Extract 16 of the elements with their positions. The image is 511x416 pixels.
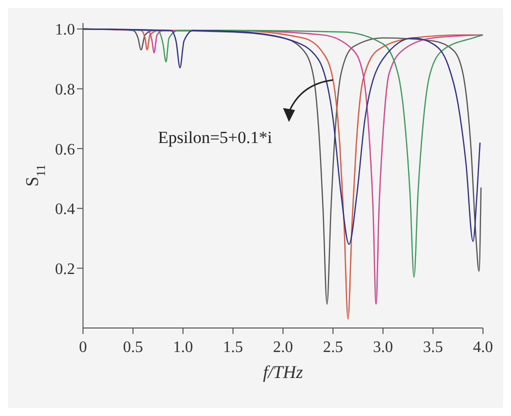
y-tick-label: 0.8: [55, 81, 75, 98]
x-tick-label: 1.0: [173, 339, 193, 356]
x-tick-label: 1.5: [223, 339, 243, 356]
annotation: Epsilon=5+0.1*i: [158, 128, 272, 148]
y-tick-label: 0.6: [55, 141, 75, 158]
x-tick-label: 2.5: [323, 339, 343, 356]
y-tick-label: 0.2: [55, 260, 75, 278]
y-tick-label: 1.0: [55, 22, 75, 39]
x-tick-label: 0: [79, 339, 87, 356]
x-tick-label: 0.5: [123, 339, 143, 356]
x-tick-label: 3.0: [373, 339, 393, 356]
x-axis-title: f/THz: [262, 362, 304, 382]
x-tick-label: 2.0: [273, 339, 293, 356]
x-tick-label: 3.5: [423, 339, 443, 356]
x-tick-label: 4.0: [473, 339, 493, 356]
y-tick-label: 0.4: [55, 201, 75, 218]
